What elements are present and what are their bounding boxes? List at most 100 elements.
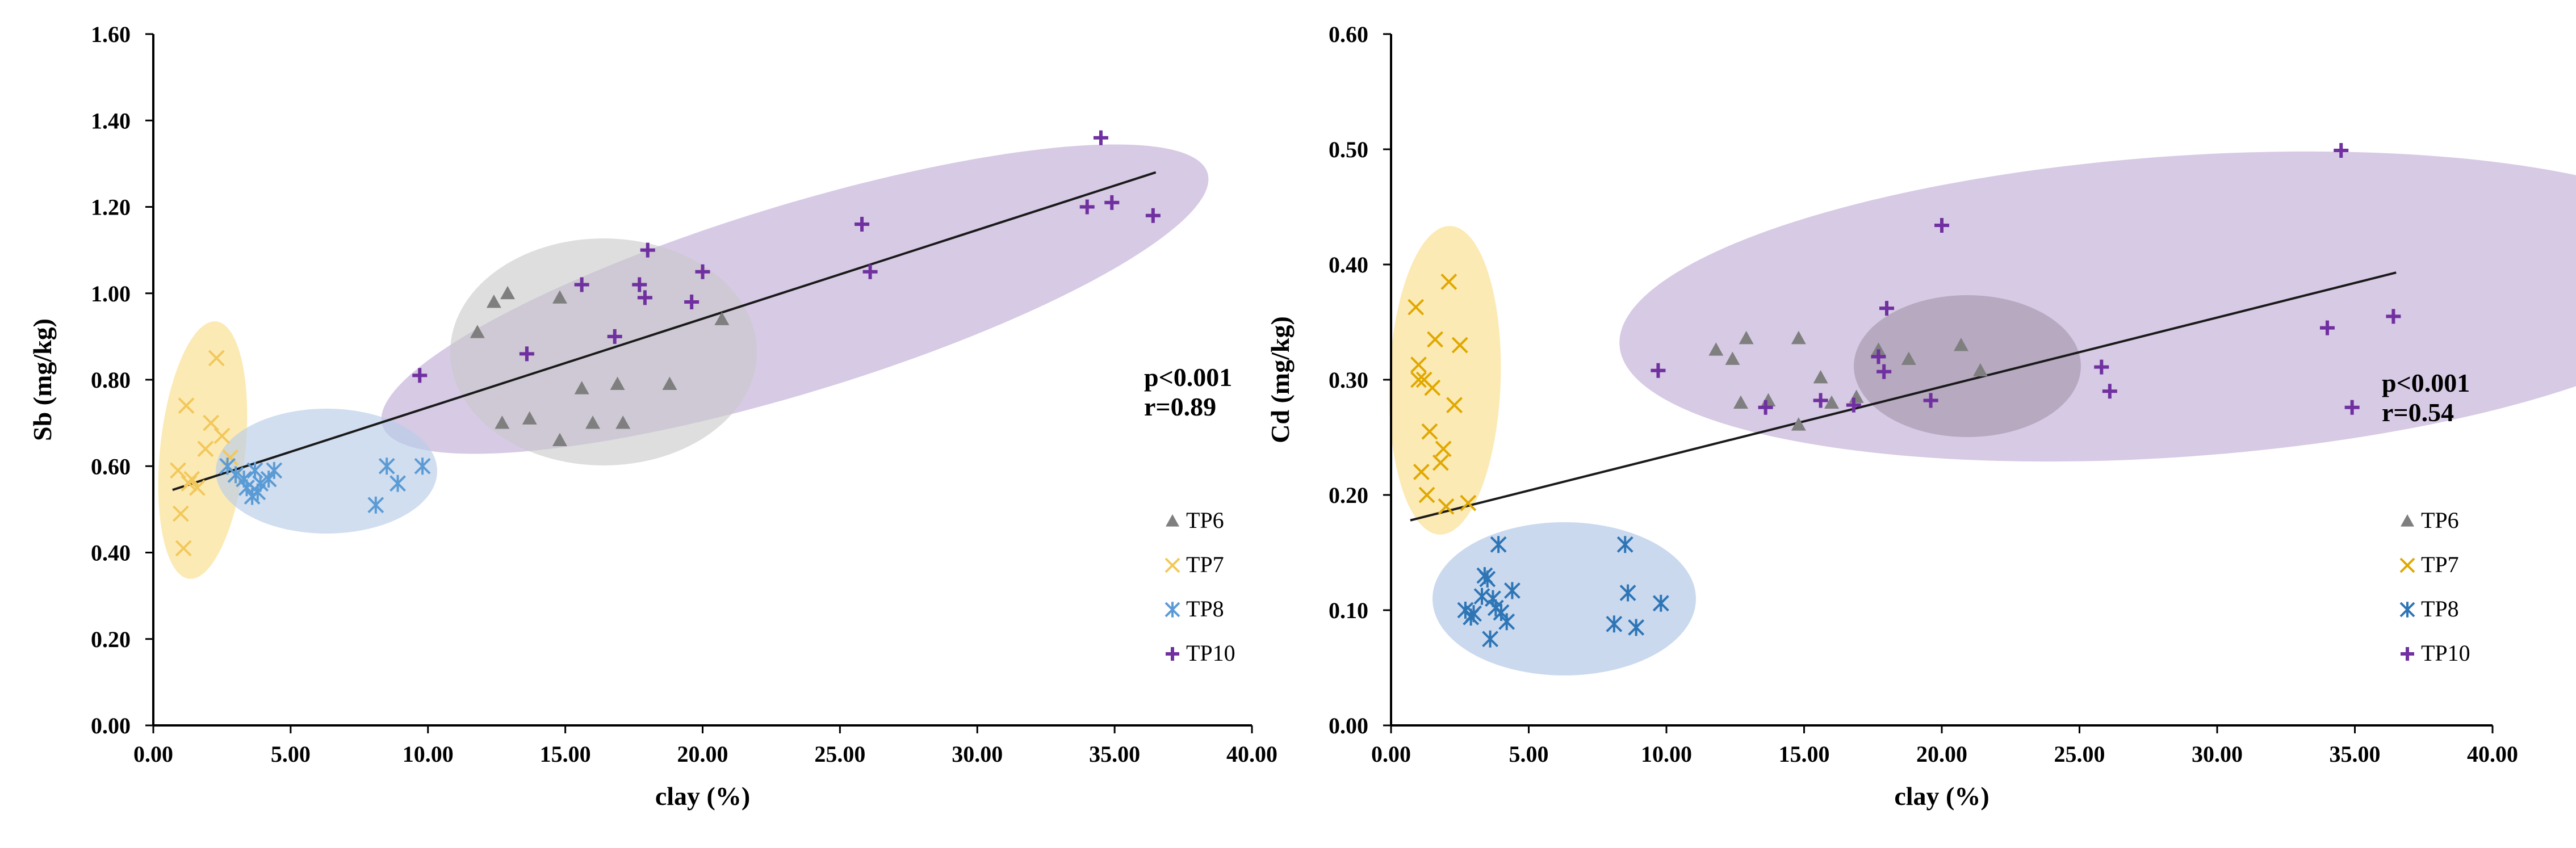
tp10-point	[1876, 364, 1892, 379]
tp6-point	[714, 312, 730, 325]
tp10-point	[519, 346, 534, 362]
y-tick-label: 0.40	[91, 540, 131, 566]
y-tick-label: 0.10	[1329, 598, 1368, 623]
x-tick-label: 30.00	[952, 741, 1003, 767]
tp10-point	[2320, 320, 2335, 335]
tp8-point	[1606, 615, 1623, 633]
x-axis-label: clay (%)	[655, 782, 750, 811]
tp8-point	[266, 461, 283, 479]
tp6-legend-marker	[1166, 514, 1179, 527]
tp10-point	[1758, 400, 1773, 415]
tp8-point	[1493, 604, 1510, 622]
tp7-point	[178, 397, 195, 414]
tp7-point	[1440, 274, 1457, 290]
tp7-legend-label: TP7	[1186, 552, 1224, 577]
tp8-point	[367, 496, 384, 514]
y-tick-label: 1.00	[91, 281, 131, 307]
tp7-point	[1424, 379, 1441, 396]
tp10-point	[1651, 363, 1666, 378]
tp7-point	[1413, 463, 1430, 480]
tp6-point	[486, 294, 501, 308]
x-tick-label: 20.00	[677, 741, 728, 767]
tp7-point	[1408, 299, 1425, 316]
r-value-label: r=0.54	[2382, 398, 2454, 427]
tp10-point	[1813, 393, 1828, 408]
tp7-point	[189, 479, 206, 496]
tp8-legend-marker	[2399, 602, 2415, 618]
y-tick-label: 0.60	[91, 454, 131, 479]
tp8-region	[216, 409, 437, 534]
p-value-label: p<0.001	[2382, 368, 2470, 397]
tp10-point	[1934, 217, 1949, 233]
trend-line	[172, 171, 1157, 492]
tp10-point	[1145, 208, 1161, 223]
tp7-point	[1432, 454, 1449, 471]
tp8-point	[1473, 587, 1490, 605]
tp6-point	[495, 415, 510, 429]
tp10-point	[695, 264, 710, 279]
x-tick-label: 20.00	[1916, 741, 1967, 767]
tp7-point	[170, 462, 186, 479]
y-axis-label: Sb (mg/kg)	[28, 318, 57, 441]
tp7-region	[1389, 226, 1501, 535]
tp6-point	[1871, 342, 1886, 356]
x-tick-label: 15.00	[540, 741, 591, 767]
tp8-point	[1619, 584, 1636, 602]
tp10-legend-marker	[2401, 647, 2414, 661]
y-tick-label: 0.00	[1329, 713, 1368, 738]
tp10-point	[607, 329, 622, 344]
tp10-point	[2386, 309, 2401, 324]
trend-line	[1410, 271, 2397, 522]
tp8-point	[1616, 536, 1633, 553]
x-tick-label: 25.00	[814, 741, 865, 767]
tp7-point	[1438, 498, 1455, 515]
tp6-legend-label: TP6	[2421, 507, 2459, 533]
tp7-legend-marker	[1165, 557, 1180, 573]
tp6-point	[610, 376, 625, 391]
tp6-point	[1824, 395, 1839, 409]
tp8-point	[1503, 582, 1521, 599]
tp7-point	[1460, 494, 1477, 511]
y-tick-label: 0.80	[91, 367, 131, 393]
x-tick-label: 10.00	[1641, 741, 1692, 767]
tp7-point	[1446, 397, 1463, 414]
tp10-point	[2334, 143, 2349, 158]
tp10-point	[1104, 195, 1120, 210]
x-axis-label: clay (%)	[1894, 782, 1989, 811]
tp8-region	[1432, 522, 1696, 675]
tp7-point	[1418, 486, 1435, 503]
tp10-point	[637, 290, 652, 305]
tp6-point	[1733, 395, 1748, 409]
tp7-point	[172, 505, 189, 522]
tp10-point	[412, 368, 428, 383]
tp7-point	[213, 427, 231, 444]
x-tick-label: 0.00	[1371, 741, 1411, 767]
sb-scatter-chart: 0.00 5.00 10.00 15.00 20.00 25.00 30.00 35.00 40…	[28, 22, 1277, 811]
tp6-point	[522, 411, 537, 425]
x-tick-label: 15.00	[1779, 741, 1830, 767]
tp8-point	[236, 471, 253, 488]
tp7-point	[181, 475, 198, 492]
tp8-legend-label: TP8	[1186, 596, 1224, 622]
x-tick-label: 30.00	[2192, 741, 2243, 767]
x-tick-label: 35.00	[2330, 741, 2381, 767]
tp6-point	[1972, 363, 1988, 377]
cd-scatter-chart: 0.00 5.00 10.00 15.00 20.00 25.00 30.00 35.00 40…	[1266, 22, 2576, 811]
tp8-point	[378, 457, 395, 475]
tp10-point	[1923, 393, 1938, 408]
tp10-point	[574, 277, 589, 292]
tp6-point	[1901, 351, 1916, 365]
tp6-point	[1708, 342, 1724, 356]
tp8-point	[414, 457, 431, 475]
tp8-legend-marker	[1165, 602, 1180, 618]
tp10-point	[1846, 397, 1861, 413]
tp8-legend-label: TP8	[2421, 596, 2459, 622]
tp7-point	[1410, 371, 1427, 388]
tp8-point	[227, 466, 244, 484]
tp7-point	[1451, 337, 1468, 354]
tp8-point	[249, 483, 266, 501]
tp10-point	[855, 216, 870, 232]
y-tick-label: 0.20	[1329, 482, 1368, 508]
tp7-point	[175, 540, 192, 557]
tp7-point	[208, 350, 225, 367]
